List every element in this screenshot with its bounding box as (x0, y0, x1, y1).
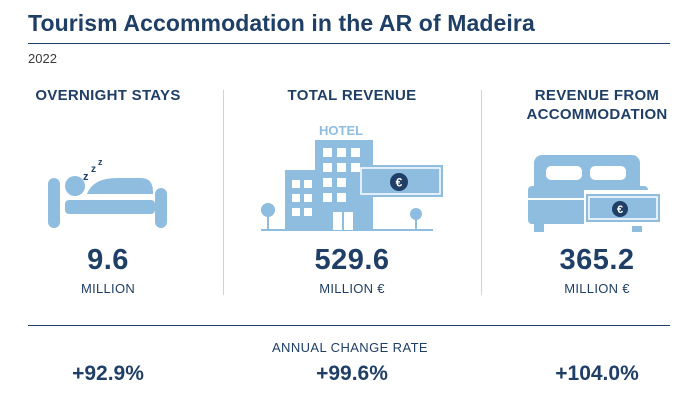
overnight-stays-label: OVERNIGHT STAYS (35, 87, 181, 104)
accommodation-revenue-label: REVENUE FROM ACCOMMODATION (497, 86, 697, 124)
footer-divider (28, 325, 670, 326)
year-label: 2022 (28, 51, 57, 66)
total-revenue-value: 529.6 (314, 244, 390, 276)
label-line-2: ACCOMMODATION (526, 106, 668, 123)
overnight-stays-value: 9.6 (87, 244, 129, 276)
accommodation-revenue-change: +104.0% (555, 362, 639, 385)
hotel-building-icon: HOTEL € (261, 123, 443, 231)
column-divider (481, 90, 482, 295)
total-revenue-unit: MILLION € (319, 281, 385, 296)
title-divider (28, 43, 670, 44)
svg-text:€: € (396, 176, 403, 190)
sleeping-person-icon: z z z (48, 157, 167, 228)
accommodation-revenue-value: 365.2 (559, 244, 635, 276)
label-line-1: REVENUE FROM (534, 87, 660, 104)
svg-text:z: z (98, 157, 103, 167)
svg-text:z: z (91, 164, 96, 175)
column-divider (223, 90, 224, 295)
overnight-stays-unit: MILLION (80, 281, 136, 296)
page-title: Tourism Accommodation in the AR of Madei… (28, 10, 535, 36)
bed-with-banknote-icon: € (528, 155, 662, 232)
total-revenue-change: +99.6% (316, 362, 388, 385)
svg-text:z: z (83, 171, 89, 183)
overnight-stays-change: +92.9% (72, 362, 144, 385)
accommodation-revenue-unit: MILLION € (564, 281, 630, 296)
svg-text:€: € (617, 204, 623, 216)
total-revenue-label: TOTAL REVENUE (287, 87, 417, 104)
annual-change-label: ANNUAL CHANGE RATE (271, 340, 428, 355)
hotel-sign-text: HOTEL (319, 123, 363, 138)
